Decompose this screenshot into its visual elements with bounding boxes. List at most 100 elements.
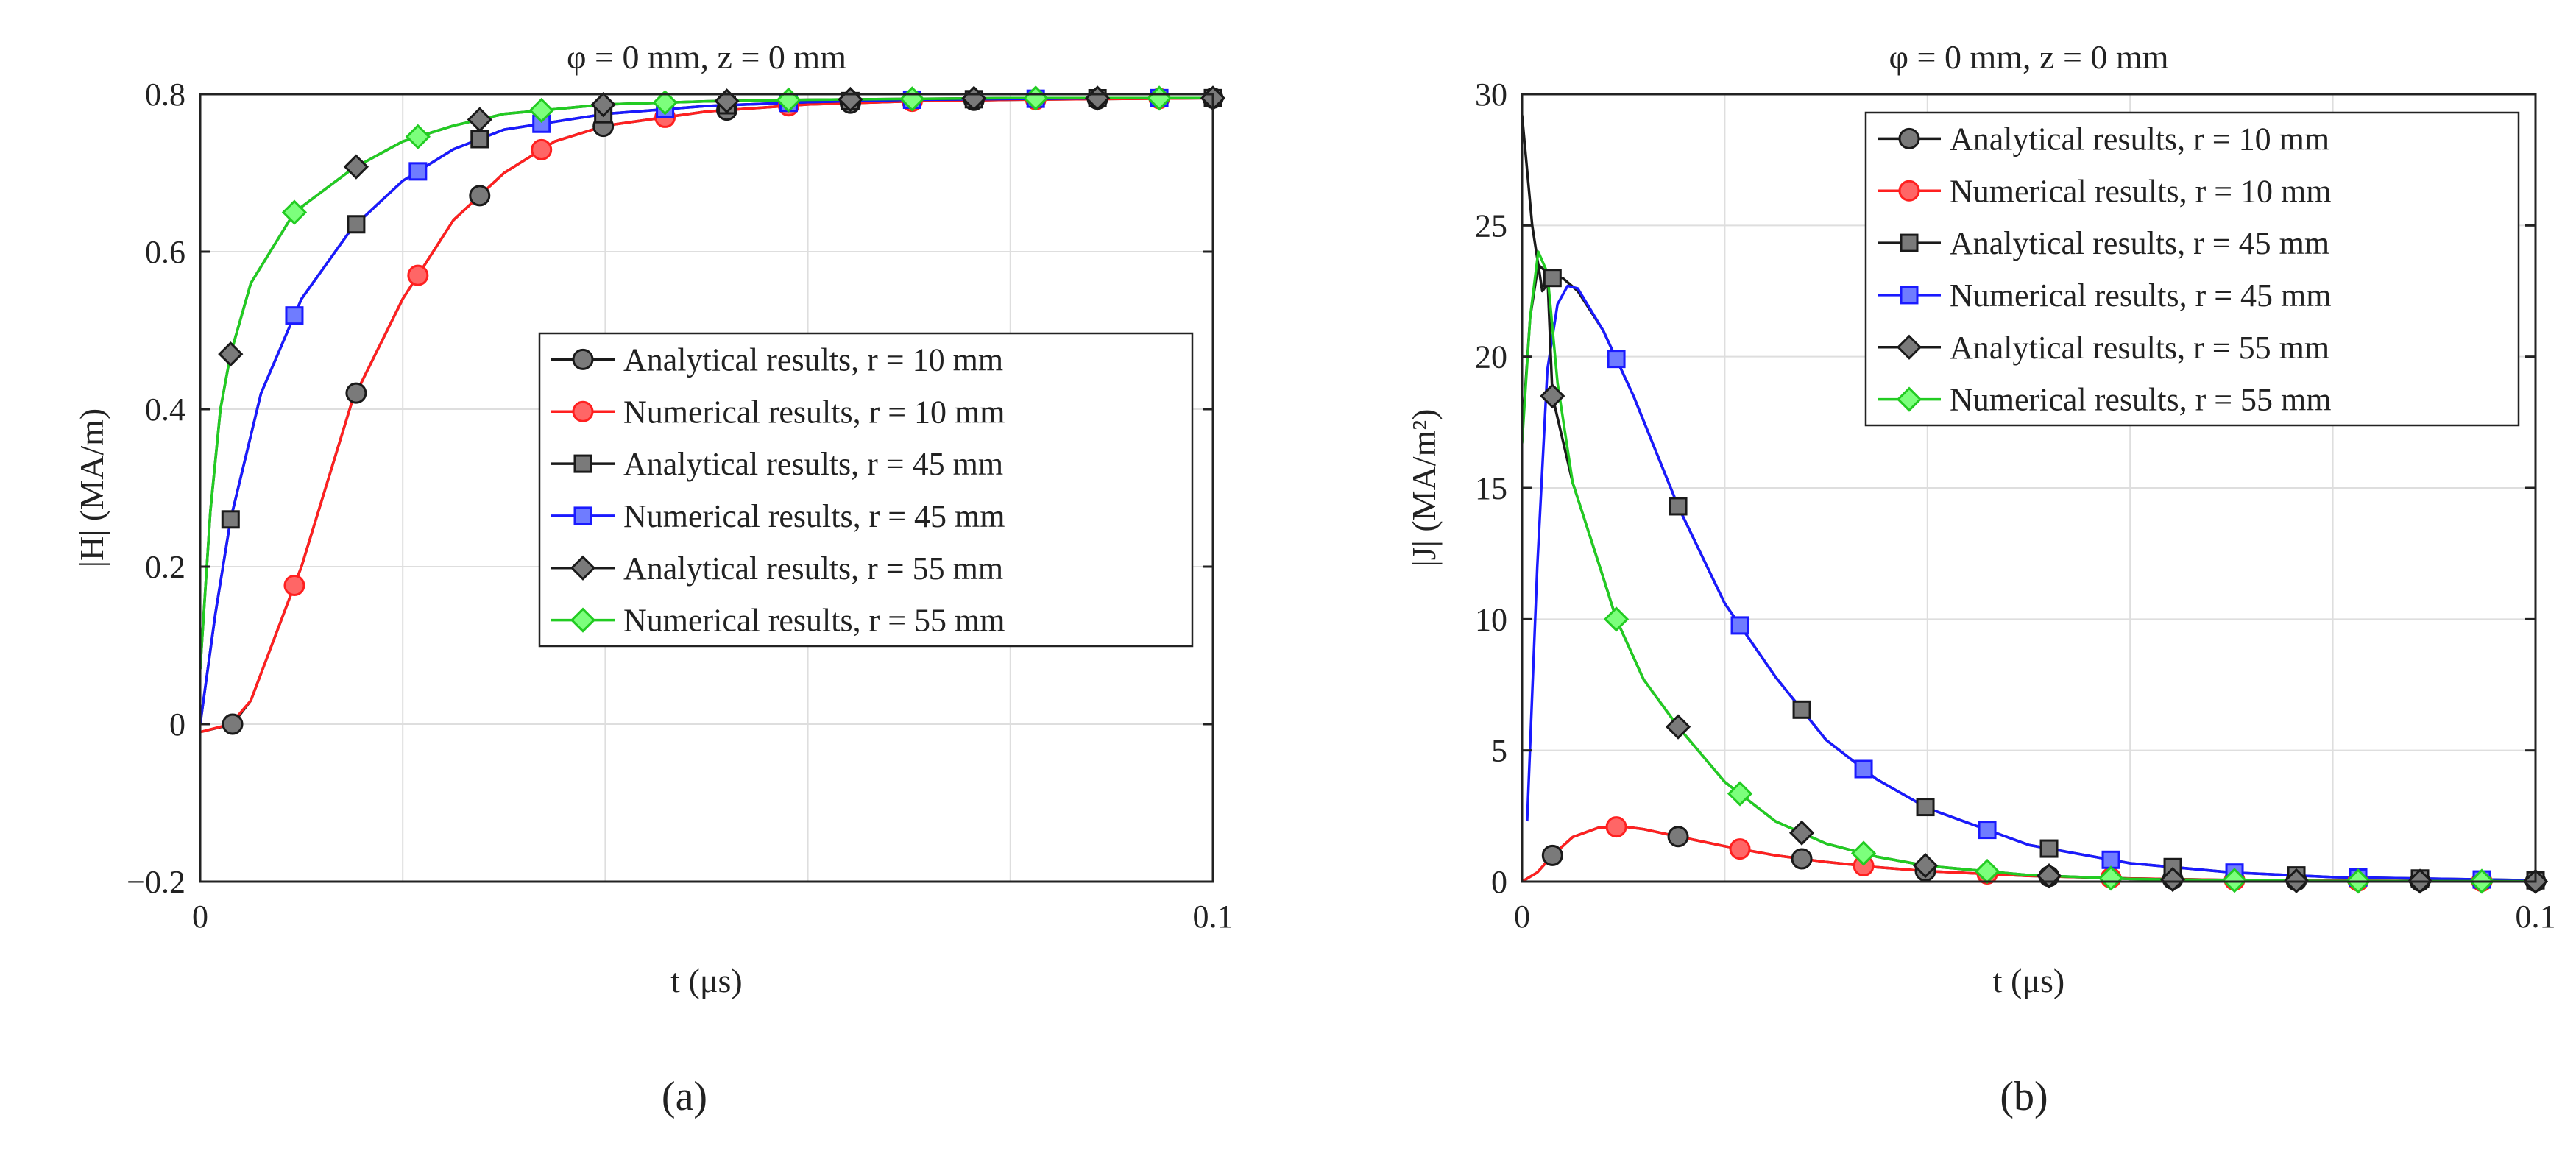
data-point-s1-2 bbox=[345, 382, 367, 404]
legend-label-5: Analytical results, r = 55 mm bbox=[623, 550, 1003, 587]
legend-marker-4 bbox=[573, 506, 592, 525]
data-point-s3-5 bbox=[2039, 839, 2059, 858]
y-tick-label: 0.4 bbox=[145, 392, 185, 428]
y-tick-label: 25 bbox=[1475, 208, 1507, 244]
panel-label: (a) bbox=[662, 1074, 707, 1119]
legend: Analytical results, r = 10 mm Numerical r… bbox=[1864, 111, 2520, 427]
data-point-s6-1 bbox=[281, 199, 308, 225]
data-point-s4-1 bbox=[1607, 350, 1626, 369]
data-point-s3-2 bbox=[347, 215, 366, 234]
x-axis-label: t (μs) bbox=[1993, 962, 2064, 999]
y-axis-label: |J| (MA/m²) bbox=[1405, 409, 1443, 567]
y-tick-label: 15 bbox=[1475, 470, 1507, 506]
data-point-s5-3 bbox=[467, 107, 492, 132]
data-point-s5-1 bbox=[1540, 383, 1565, 409]
data-point-s1-3 bbox=[469, 185, 491, 207]
data-point-s5-3 bbox=[1788, 820, 1815, 846]
data-point-s5-1 bbox=[218, 341, 244, 367]
y-tick-label: 10 bbox=[1475, 601, 1507, 637]
x-tick-label: 0 bbox=[1514, 899, 1530, 935]
data-point-s2-1 bbox=[1605, 816, 1627, 838]
series-markers bbox=[1540, 269, 2549, 894]
legend-marker-6 bbox=[570, 607, 596, 633]
x-tick-label: 0.1 bbox=[1193, 899, 1234, 935]
legend-label-2: Numerical results, r = 10 mm bbox=[1950, 173, 2331, 209]
legend: Analytical results, r = 10 mm Numerical r… bbox=[538, 332, 1194, 648]
x-axis-label: t (μs) bbox=[670, 962, 742, 999]
legend-box bbox=[538, 332, 1194, 648]
panel-label: (b) bbox=[2000, 1074, 2048, 1119]
legend-marker-2 bbox=[572, 400, 594, 422]
data-point-s5-5 bbox=[714, 88, 740, 114]
y-tick-label: 20 bbox=[1475, 339, 1507, 375]
chart-panel-a: −0.200.20.40.60.80 0.1φ = 0 mm, z = 0 mmt… bbox=[73, 38, 1234, 1119]
x-ticks: 0 0.1 bbox=[192, 94, 1234, 935]
legend-marker-5 bbox=[1896, 334, 1922, 360]
data-point-s1-3 bbox=[1791, 848, 1813, 870]
y-tick-label: 5 bbox=[1491, 733, 1507, 769]
legend-marker-6 bbox=[1896, 386, 1922, 412]
data-point-s5-6 bbox=[2159, 867, 2186, 893]
data-point-s6-4 bbox=[652, 90, 678, 116]
legend-label-2: Numerical results, r = 10 mm bbox=[623, 394, 1005, 430]
legend-marker-1 bbox=[1898, 127, 1920, 149]
data-point-s3-2 bbox=[1669, 497, 1688, 516]
y-ticks: 0 5 10 15 20 25 30 bbox=[1475, 77, 2536, 900]
legend-box bbox=[1864, 111, 2520, 427]
data-point-s4-2 bbox=[1730, 616, 1749, 635]
legend-label-1: Analytical results, r = 10 mm bbox=[623, 341, 1003, 378]
data-point-s5-4 bbox=[1912, 852, 1939, 879]
legend-label-4: Numerical results, r = 45 mm bbox=[623, 498, 1005, 534]
legend-label-5: Analytical results, r = 55 mm bbox=[1950, 330, 2329, 366]
data-point-s6-1 bbox=[1603, 606, 1630, 632]
legend-marker-3 bbox=[1900, 233, 1919, 252]
data-point-s4-2 bbox=[408, 162, 428, 181]
data-point-s4-3 bbox=[1854, 759, 1873, 779]
y-tick-label: 30 bbox=[1475, 77, 1507, 113]
y-axis-label: |H| (MA/m) bbox=[73, 408, 110, 567]
legend-label-4: Numerical results, r = 45 mm bbox=[1950, 277, 2331, 314]
data-point-s4-1 bbox=[285, 306, 304, 325]
data-point-s6-2 bbox=[1727, 781, 1753, 807]
data-point-s3-3 bbox=[470, 130, 489, 149]
legend-label-1: Analytical results, r = 10 mm bbox=[1950, 121, 2329, 157]
data-point-s6-6 bbox=[2221, 868, 2248, 893]
legend-marker-4 bbox=[1900, 286, 1919, 305]
legend-marker-1 bbox=[572, 348, 594, 370]
data-point-s6-3 bbox=[528, 97, 554, 124]
y-tick-label: 0.6 bbox=[145, 234, 185, 270]
y-ticks: −0.2 0 0.2 0.4 0.6 0.8 bbox=[127, 77, 1213, 900]
data-point-s4-5 bbox=[2101, 850, 2120, 869]
axes-frame bbox=[199, 93, 1214, 883]
data-point-s2-2 bbox=[1729, 838, 1751, 860]
x-ticks: 0 0.1 bbox=[1514, 94, 2556, 935]
chart-title: φ = 0 mm, z = 0 mm bbox=[567, 38, 846, 76]
data-point-s3-1 bbox=[1543, 269, 1562, 288]
y-tick-label: 0 bbox=[169, 706, 185, 743]
data-point-s3-3 bbox=[1792, 700, 1811, 719]
data-point-s6-5 bbox=[2098, 865, 2124, 891]
data-point-s6-3 bbox=[1850, 840, 1877, 866]
data-point-s4-4 bbox=[1978, 821, 1997, 840]
data-point-s3-1 bbox=[221, 510, 240, 529]
y-tick-label: 0.2 bbox=[145, 549, 185, 585]
legend-marker-3 bbox=[573, 454, 592, 473]
data-point-s1-1 bbox=[1541, 844, 1563, 866]
x-tick-label: 0.1 bbox=[2516, 899, 2556, 935]
legend-label-3: Analytical results, r = 45 mm bbox=[1950, 225, 2329, 261]
y-tick-label: 0.8 bbox=[145, 77, 185, 113]
y-tick-label: 0 bbox=[1491, 864, 1507, 900]
data-point-s2-2 bbox=[407, 264, 429, 286]
data-point-s6-2 bbox=[405, 124, 431, 149]
data-point-s2-1 bbox=[283, 574, 305, 596]
legend-marker-2 bbox=[1898, 180, 1920, 202]
x-tick-label: 0 bbox=[192, 899, 208, 935]
data-point-s5-2 bbox=[343, 154, 369, 180]
legend-label-6: Numerical results, r = 55 mm bbox=[623, 603, 1005, 639]
series-line-4 bbox=[1526, 284, 2536, 882]
data-point-s5-2 bbox=[1665, 714, 1691, 740]
legend-label-6: Numerical results, r = 55 mm bbox=[1950, 382, 2331, 418]
